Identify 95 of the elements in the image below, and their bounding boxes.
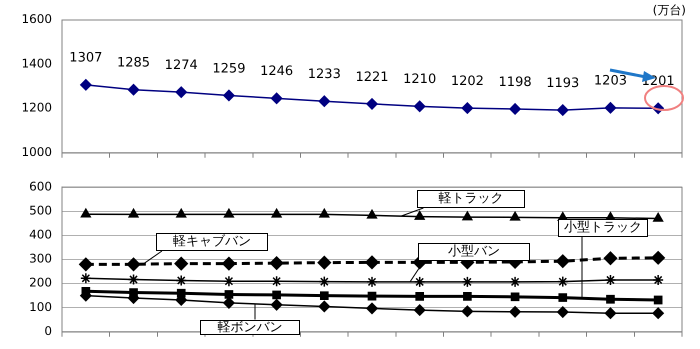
data-label: 1210 [403, 72, 436, 88]
y-tick-label: 200 [29, 276, 52, 290]
point [224, 290, 234, 299]
point [127, 258, 140, 271]
point [604, 274, 616, 286]
point [224, 208, 234, 218]
point [366, 210, 378, 219]
point [414, 304, 426, 316]
point [128, 274, 140, 286]
point [510, 212, 520, 221]
text: (万台) [652, 2, 686, 19]
point [174, 257, 188, 270]
data-label: 1193 [546, 76, 580, 91]
point [463, 292, 472, 301]
point [318, 276, 330, 288]
point [222, 257, 236, 270]
point [509, 306, 521, 318]
point [272, 290, 281, 300]
y-tick-label: 1400 [21, 56, 52, 70]
callout-box: 軽キャブバン [156, 233, 268, 251]
data-label: 1198 [498, 74, 532, 90]
y-tick-label: 300 [29, 252, 52, 266]
point [270, 299, 282, 311]
point [128, 208, 139, 218]
y-tick-label: 500 [29, 203, 52, 218]
point [366, 256, 378, 269]
callout-box: 軽ボンバン [200, 320, 300, 334]
point [176, 208, 186, 218]
point [462, 211, 472, 220]
point [510, 292, 520, 302]
callout-box: 軽トラック [417, 190, 525, 208]
point [604, 252, 617, 265]
y-tick-label: 1000 [21, 144, 52, 159]
data-label: 1274 [164, 58, 198, 74]
point [414, 210, 425, 220]
y-tick-label: 1200 [21, 100, 52, 115]
point [509, 276, 521, 288]
data-label: 1221 [355, 70, 389, 85]
point [557, 104, 569, 116]
data-label: 1203 [594, 74, 628, 89]
point [80, 272, 92, 284]
point [320, 291, 329, 300]
y-tick-label: 100 [29, 300, 52, 314]
point [604, 102, 616, 114]
y-tick-label: 600 [29, 179, 52, 194]
point [129, 288, 138, 297]
data-label: 1233 [308, 67, 341, 82]
point [270, 92, 282, 104]
point [558, 293, 568, 302]
point [318, 95, 330, 107]
point [366, 98, 378, 110]
point [415, 292, 424, 301]
point [366, 302, 378, 314]
callout-box: 小型バン [418, 243, 530, 261]
point [414, 100, 426, 112]
point [223, 90, 235, 102]
data-label: 1307 [69, 50, 102, 66]
point [128, 84, 140, 96]
point [604, 307, 616, 319]
point [176, 288, 186, 298]
point [652, 274, 664, 286]
data-label: 1285 [116, 56, 150, 71]
point [556, 254, 570, 268]
data-label: 1246 [260, 64, 294, 80]
point [557, 306, 569, 318]
y-tick-label: 400 [29, 228, 52, 242]
point [318, 300, 330, 312]
point [557, 276, 569, 288]
point [80, 208, 91, 218]
callout-box: 小型トラック [558, 219, 648, 237]
point [654, 296, 662, 304]
point [606, 294, 615, 304]
point [80, 79, 92, 91]
point [175, 274, 187, 286]
point [462, 276, 474, 288]
point [270, 256, 284, 270]
data-label: 1259 [212, 61, 246, 76]
point [223, 297, 235, 309]
point [175, 86, 187, 98]
y-tick-label: 0 [44, 324, 52, 338]
data-label: 1202 [450, 74, 484, 89]
point [318, 256, 331, 270]
point [462, 102, 474, 114]
point [366, 276, 378, 288]
point [319, 208, 330, 218]
point [653, 212, 664, 222]
point [414, 276, 426, 288]
point [272, 208, 282, 218]
point [462, 306, 474, 318]
point [652, 251, 665, 264]
point [652, 307, 664, 319]
point [368, 292, 376, 300]
point [509, 103, 521, 115]
point [79, 258, 92, 271]
y-tick-label: 1600 [21, 12, 52, 26]
